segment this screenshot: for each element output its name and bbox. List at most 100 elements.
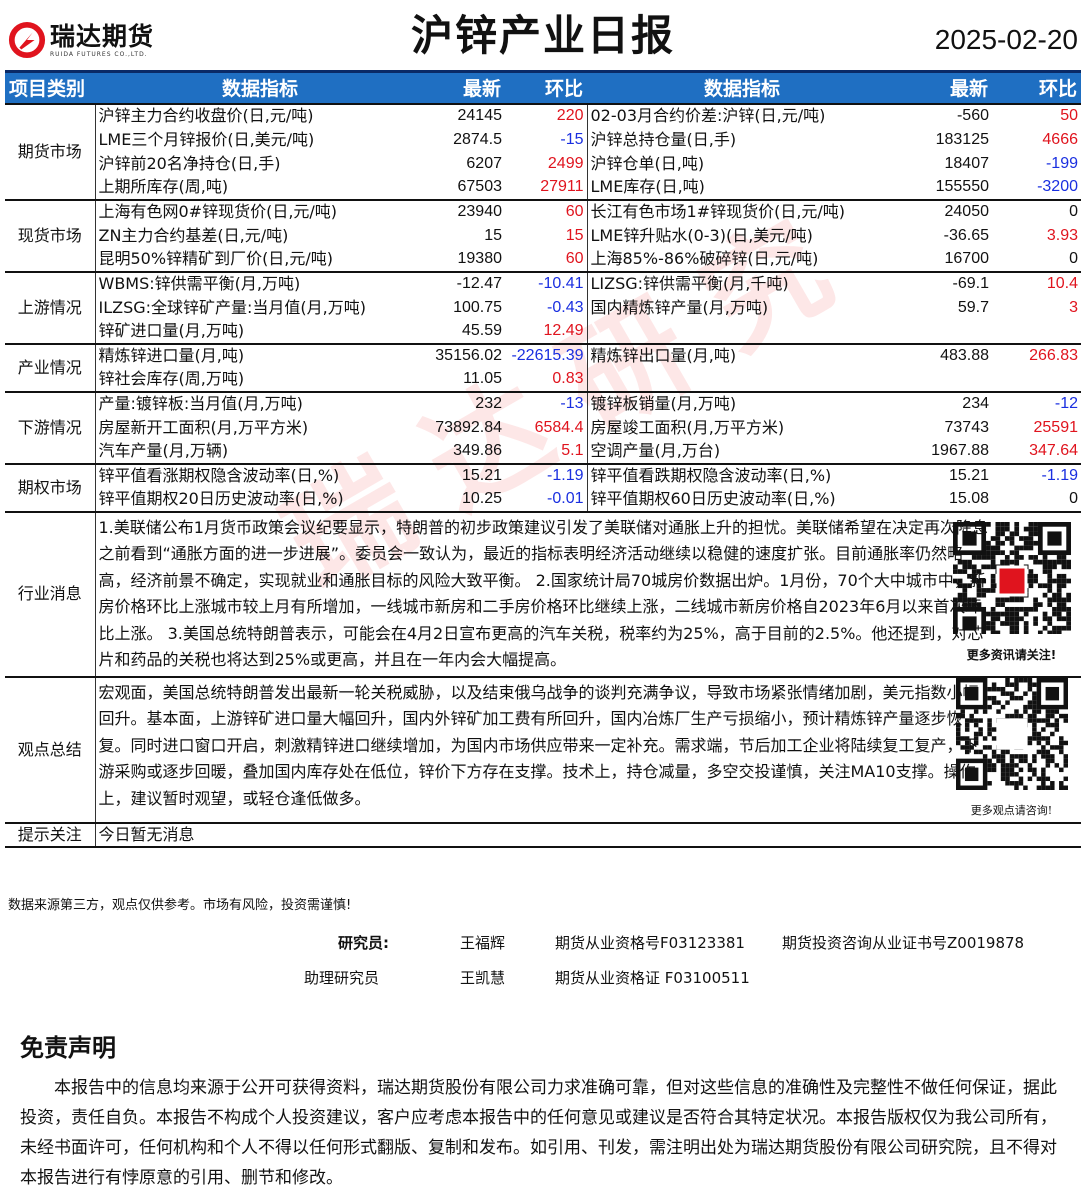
change-value: -22615.39 (505, 342, 588, 368)
news-qr-cell: 更多资讯请关注! (952, 510, 1081, 677)
col-indicator-2: 数据指标 (587, 70, 897, 104)
change-value (992, 368, 1081, 392)
latest-value: 483.88 (897, 342, 992, 368)
latest-value (897, 368, 992, 392)
change-value: 50 (992, 102, 1081, 128)
assistant-label: 助理研究员 (304, 969, 380, 987)
assistant-name: 王凯慧 (460, 969, 506, 987)
indicator-name: 锌平值期权20日历史波动率(日,%) (98, 489, 344, 508)
latest-value: 16700 (944, 250, 990, 267)
indicator-name: 锌平值看跌期权隐含波动率(日,%) (587, 462, 897, 488)
change-value: 2499 (505, 151, 588, 176)
table-row: 上期所库存(周,吨) 67503 27911 LME库存(日,吨) 155550 -320… (5, 175, 1081, 200)
indicator-name: 沪锌总持仓量(日,手) (590, 129, 737, 149)
latest-value: 349.86 (453, 442, 502, 459)
table-row: LME三个月锌报价(日,美元/吨) 2874.5 -15 沪锌总持仓量(日,手) 183… (5, 127, 1081, 152)
latest-value: 2874.5 (453, 130, 502, 148)
change-value: 266.83 (992, 342, 1081, 368)
table-row: 期权市场 锌平值看涨期权隐含波动率(日,%) 15.21 -1.19 锌平值看跌期权隐含… (5, 462, 1081, 512)
table-row: ZN主力合约基差(日,元/吨) 15 15 LME锌升贴水(0-3)(日,美元/吨) -… (5, 223, 1081, 248)
change-value: 60 (505, 198, 588, 224)
latest-value: 15.21 (425, 462, 505, 488)
indicator-name: 精炼锌进口量(月,吨) (95, 342, 425, 368)
news-row: 行业消息 1.美联储公布1月货币政策会议纪要显示，特朗普的初步政策建议引发了美联… (5, 510, 1081, 677)
ruida-logo-icon (8, 21, 46, 59)
indicator-name: 空调产量(月,万台) (590, 441, 721, 460)
change-value: 25591 (1033, 418, 1079, 436)
category-cell: 产业情况 (5, 342, 96, 392)
category-cell: 现货市场 (5, 198, 96, 272)
col-change-2: 环比 (992, 70, 1081, 104)
indicator-name: 锌平值看涨期权隐含波动率(日,%) (95, 462, 425, 488)
col-change: 环比 (505, 70, 587, 104)
indicator-name: 上海有色网0#锌现货价(日,元/吨) (95, 198, 425, 224)
change-value: 5.1 (505, 439, 588, 464)
change-value: 27911 (505, 175, 588, 200)
indicator-name: 长江有色市场1#锌现货价(日,元/吨) (587, 198, 897, 224)
tips-text: 今日暂无消息 (95, 821, 1081, 848)
indicator-name: 昆明50%锌精矿到厂价(日,元/吨) (98, 249, 334, 268)
indicator-name: 汽车产量(月,万辆) (98, 441, 229, 460)
change-value: 12.49 (505, 319, 588, 344)
table-row: 昆明50%锌精矿到厂价(日,元/吨) 19380 60 上海85%-86%破碎锌(日,… (5, 247, 1081, 272)
indicator-name: 锌社会库存(周,万吨) (98, 369, 245, 388)
view-text: 宏观面，美国总统特朗普发出最新一轮关税威胁，以及结束俄乌战争的谈判充满争议，导致… (95, 675, 992, 823)
change-value: -13 (505, 390, 588, 416)
indicator-name: 沪锌主力合约收盘价(日,元/吨) (95, 102, 425, 128)
table-row: 锌平值期权20日历史波动率(日,%) 10.25 -0.01 锌平值期权60日历史波动… (5, 487, 1081, 512)
col-indicator: 数据指标 (95, 70, 425, 104)
change-value: 0 (992, 198, 1081, 224)
disclaimer-text: 本报告中的信息均来源于公开可获得资料，瑞达期货股份有限公司力求准确可靠，但对这些… (20, 1078, 1057, 1188)
latest-value: 23940 (425, 198, 505, 224)
table-row: 沪锌前20名净持仓(日,手) 6207 2499 沪锌仓单(日,吨) 18407 -199 (5, 151, 1081, 176)
change-value: 4666 (1042, 130, 1078, 148)
view-row: 观点总结 宏观面，美国总统特朗普发出最新一轮关税威胁，以及结束俄乌战争的谈判充满… (5, 675, 1081, 823)
view-qr-cell: 更多观点请咨询! (955, 675, 1081, 823)
indicator-name: 产量:镀锌板:当月值(月,万吨) (95, 390, 425, 416)
indicator-name: LME库存(日,吨) (590, 177, 705, 196)
change-value: -1.19 (992, 462, 1081, 488)
latest-value: 155550 (935, 178, 989, 195)
latest-value: 67503 (457, 178, 503, 195)
latest-value: 24050 (897, 198, 992, 224)
table-row: 房屋新开工面积(月,万平方米) 73892.84 6584.4 房屋竣工面积(月,万平… (5, 415, 1081, 440)
col-category: 项目类别 (5, 70, 95, 104)
change-value: -0.43 (505, 295, 588, 320)
change-value: -3200 (1037, 178, 1078, 195)
change-value: -15 (505, 127, 588, 152)
change-value: -0.01 (505, 487, 588, 512)
latest-value: 6207 (466, 154, 502, 172)
report-title: 沪锌产业日报 (410, 11, 675, 60)
latest-value: -560 (897, 102, 992, 128)
latest-value: 1967.88 (931, 442, 989, 459)
table-row: 期货市场 沪锌主力合约收盘价(日,元/吨) 24145 220 02-03月合约价差:沪… (5, 102, 1081, 200)
table-header-row: 项目类别 数据指标 最新 环比 数据指标 最新 环比 (5, 70, 1081, 104)
indicator-name: 上海85%-86%破碎锌(日,元/吨) (590, 249, 819, 268)
latest-value: 45.59 (461, 322, 502, 339)
latest-value: 10.25 (461, 490, 502, 507)
change-value: -12 (992, 390, 1081, 416)
indicator-name: 沪锌前20名净持仓(日,手) (98, 153, 281, 173)
change-value: 3.93 (1046, 226, 1078, 244)
company-logo: 瑞达期货 RUIDA FUTURES CO.,LTD. (8, 20, 154, 60)
table-row: 下游情况 产量:镀锌板:当月值(月,万吨) 232 -13 镀锌板销量(月,万吨) 234… (5, 390, 1081, 464)
indicator-name: 锌矿进口量(月,万吨) (98, 321, 245, 340)
table-row: ILZSG:全球锌矿产量:当月值(月,万吨) 100.75 -0.43 国内精炼锌产量… (5, 295, 1081, 320)
indicator-name (587, 320, 897, 344)
researcher-advisory-cert: 期货投资咨询从业证书号Z0019878 (782, 934, 1025, 952)
latest-value: 73892.84 (435, 418, 502, 436)
table-row: 产业情况 精炼锌进口量(月,吨) 35156.02 -22615.39 精炼锌出口量(月… (5, 342, 1081, 392)
table-row: 现货市场 上海有色网0#锌现货价(日,元/吨) 23940 60 长江有色市场1#锌现货… (5, 198, 1081, 272)
change-value: 0.83 (505, 367, 588, 392)
indicator-name: 镀锌板销量(月,万吨) (587, 390, 897, 416)
disclaimer-title: 免责声明 (20, 1034, 116, 1062)
latest-value: 73743 (944, 418, 990, 436)
logo-name: 瑞达期货 (50, 21, 155, 51)
category-cell: 下游情况 (5, 390, 96, 464)
news-category: 行业消息 (5, 510, 96, 677)
researcher-cert: 期货从业资格号F03123381 (555, 934, 745, 952)
change-value: -1.19 (505, 462, 588, 488)
latest-value: 35156.02 (425, 342, 505, 368)
category-cell: 期货市场 (5, 102, 96, 200)
indicator-name: 锌平值期权60日历史波动率(日,%) (590, 489, 836, 508)
